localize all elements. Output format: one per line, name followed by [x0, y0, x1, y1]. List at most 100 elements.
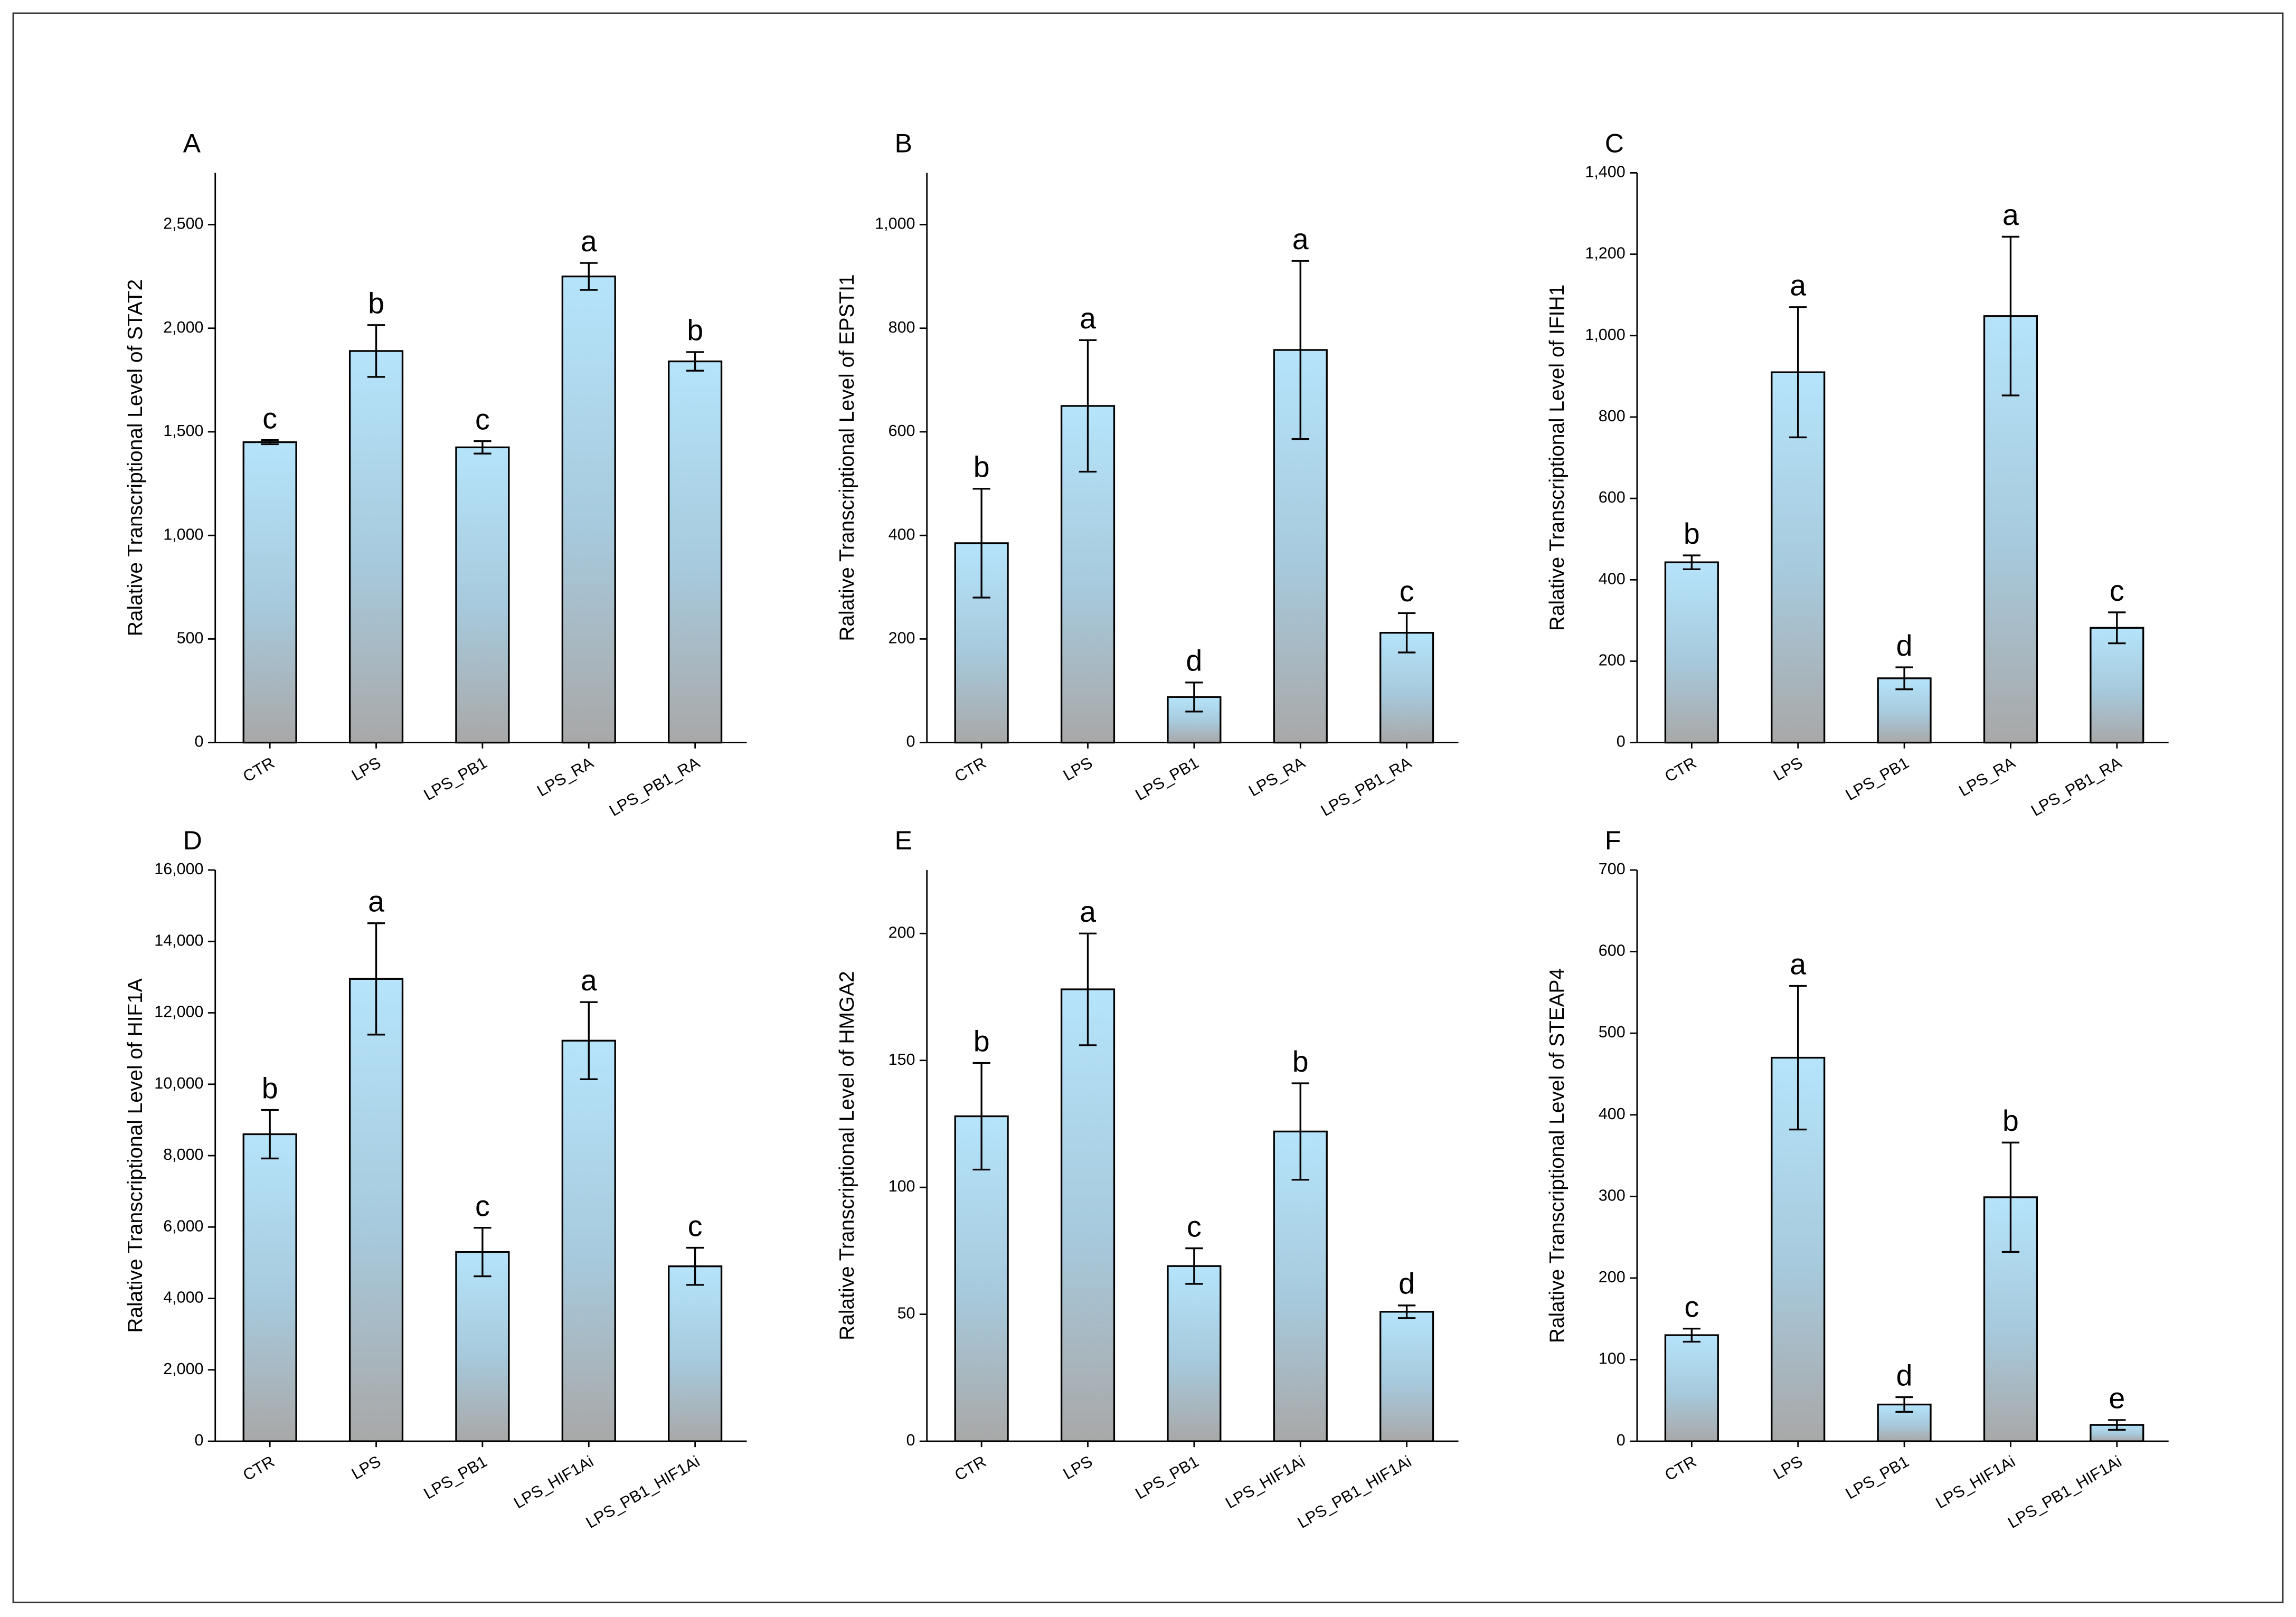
- x-tick-label: LPS_HIF1Ai: [1933, 1452, 2018, 1512]
- x-tick-label: CTR: [240, 754, 277, 786]
- y-tick-label: 400: [1599, 1105, 1626, 1123]
- significance-letter: c: [688, 1209, 703, 1242]
- error-bar: [1079, 932, 1097, 1046]
- x-tick-label: LPS_PB1_HIF1Ai: [1295, 1452, 1414, 1532]
- significance-letter: b: [974, 451, 990, 484]
- y-tick-label: 1,200: [1585, 244, 1625, 262]
- panel-label: E: [895, 826, 912, 855]
- significance-letter: c: [475, 403, 490, 436]
- error-bar: [1683, 554, 1700, 570]
- y-axis-label: Ralative Transcriptional Level of HIF1A: [124, 978, 147, 1332]
- bar: [348, 350, 404, 744]
- panel: F Ralative Transcriptional Level of STEAP…: [1546, 826, 2169, 1532]
- x-tick-label: LPS: [1060, 1452, 1095, 1483]
- error-bar: [972, 1062, 990, 1171]
- y-tick-label: 10,000: [154, 1074, 203, 1092]
- y-tick-label: 0: [1617, 733, 1626, 751]
- x-tick-label: LPS_PB1_HIF1Ai: [2005, 1452, 2124, 1532]
- x-tick-label: LPS_PB1: [1132, 754, 1202, 805]
- error-bar: [367, 922, 385, 1036]
- y-tick-label: 1,000: [875, 215, 915, 233]
- error-bar: [1291, 1082, 1309, 1181]
- significance-letter: a: [1080, 895, 1096, 928]
- significance-letter: c: [2110, 574, 2124, 607]
- bar: [668, 1265, 723, 1442]
- x-tick-label: CTR: [240, 1452, 277, 1484]
- y-tick-label: 6,000: [163, 1217, 203, 1235]
- significance-letter: b: [974, 1025, 990, 1057]
- significance-letter: e: [2109, 1382, 2125, 1415]
- y-tick-label: 0: [906, 1431, 915, 1449]
- y-tick-label: 800: [889, 318, 915, 336]
- bar: [1664, 561, 1719, 744]
- panel: D Ralative Transcriptional Level of HIF1A…: [124, 826, 747, 1532]
- significance-letter: c: [1187, 1210, 1202, 1243]
- panel: B Ralative Transcriptional Level of EPSTI…: [836, 129, 1459, 820]
- y-tick-label: 600: [889, 422, 915, 440]
- bar: [1664, 1334, 1719, 1442]
- y-tick-label: 12,000: [154, 1003, 203, 1021]
- bar: [668, 360, 723, 744]
- significance-letter: d: [1399, 1268, 1415, 1300]
- error-bar: [686, 351, 704, 372]
- y-tick-label: 1,000: [1585, 326, 1625, 344]
- y-axis-label: Ralative Transcriptional Level of EPSTI1: [836, 274, 858, 641]
- error-bar: [1789, 985, 1807, 1131]
- error-bar: [1397, 1304, 1416, 1319]
- error-bar: [1895, 1396, 1913, 1413]
- bar: [2090, 627, 2144, 744]
- error-bar: [1185, 1247, 1203, 1285]
- significance-letter: c: [475, 1189, 490, 1222]
- error-bar: [1683, 1328, 1700, 1343]
- significance-letter: b: [687, 314, 703, 347]
- x-tick-label: CTR: [951, 1452, 989, 1484]
- error-bar: [261, 439, 279, 446]
- bar: [455, 446, 510, 744]
- y-tick-label: 600: [1599, 942, 1626, 960]
- bar: [348, 978, 404, 1442]
- error-bar: [261, 1109, 279, 1160]
- y-tick-label: 0: [195, 733, 204, 751]
- panel: A Ralative Transcriptional Level of STAT2…: [124, 129, 747, 820]
- significance-letter: d: [1186, 645, 1202, 677]
- x-tick-label: LPS_PB1: [1843, 1452, 1912, 1503]
- y-tick-label: 8,000: [163, 1146, 203, 1164]
- error-bar: [686, 1246, 704, 1286]
- error-bar: [1079, 339, 1097, 473]
- bar: [242, 1133, 297, 1442]
- significance-letter: d: [1896, 629, 1913, 662]
- y-tick-label: 500: [177, 629, 204, 647]
- panel-label: F: [1605, 826, 1621, 855]
- y-tick-label: 2,000: [163, 1360, 203, 1378]
- y-tick-label: 50: [897, 1304, 915, 1322]
- frame: [12, 12, 2284, 1603]
- bar: [561, 1039, 616, 1442]
- y-tick-label: 0: [906, 733, 915, 751]
- x-tick-label: CTR: [1662, 1452, 1699, 1484]
- y-tick-label: 400: [1599, 570, 1626, 588]
- x-tick-label: LPS_RA: [534, 753, 597, 800]
- significance-letter: c: [1400, 575, 1414, 608]
- y-tick-label: 600: [1599, 488, 1626, 506]
- x-tick-label: LPS: [1770, 754, 1806, 784]
- y-axis-label: Ralative Transcriptional Level of STAT2: [124, 279, 147, 636]
- panel-label: C: [1605, 129, 1624, 158]
- significance-letter: c: [1684, 1291, 1699, 1323]
- significance-letter: b: [1292, 1045, 1309, 1078]
- x-tick-label: LPS_PB1: [421, 754, 490, 805]
- significance-letter: d: [1896, 1359, 1913, 1392]
- x-tick-label: LPS_PB1_RA: [1318, 753, 1414, 820]
- y-tick-label: 1,000: [163, 525, 203, 543]
- x-tick-label: LPS_PB1_RA: [2028, 753, 2124, 820]
- y-tick-label: 200: [889, 629, 915, 647]
- y-axis-label: Ralative Transcriptional Level of HMGA2: [836, 971, 858, 1340]
- x-tick-label: LPS_RA: [1956, 753, 2019, 800]
- significance-letter: b: [262, 1072, 278, 1104]
- y-tick-label: 2,500: [163, 215, 203, 233]
- x-tick-label: LPS_HIF1Ai: [511, 1452, 597, 1512]
- panel-label: A: [183, 129, 201, 158]
- y-tick-label: 400: [889, 525, 915, 543]
- panel-label: D: [183, 826, 202, 855]
- error-bar: [1397, 612, 1416, 654]
- bar: [561, 275, 616, 744]
